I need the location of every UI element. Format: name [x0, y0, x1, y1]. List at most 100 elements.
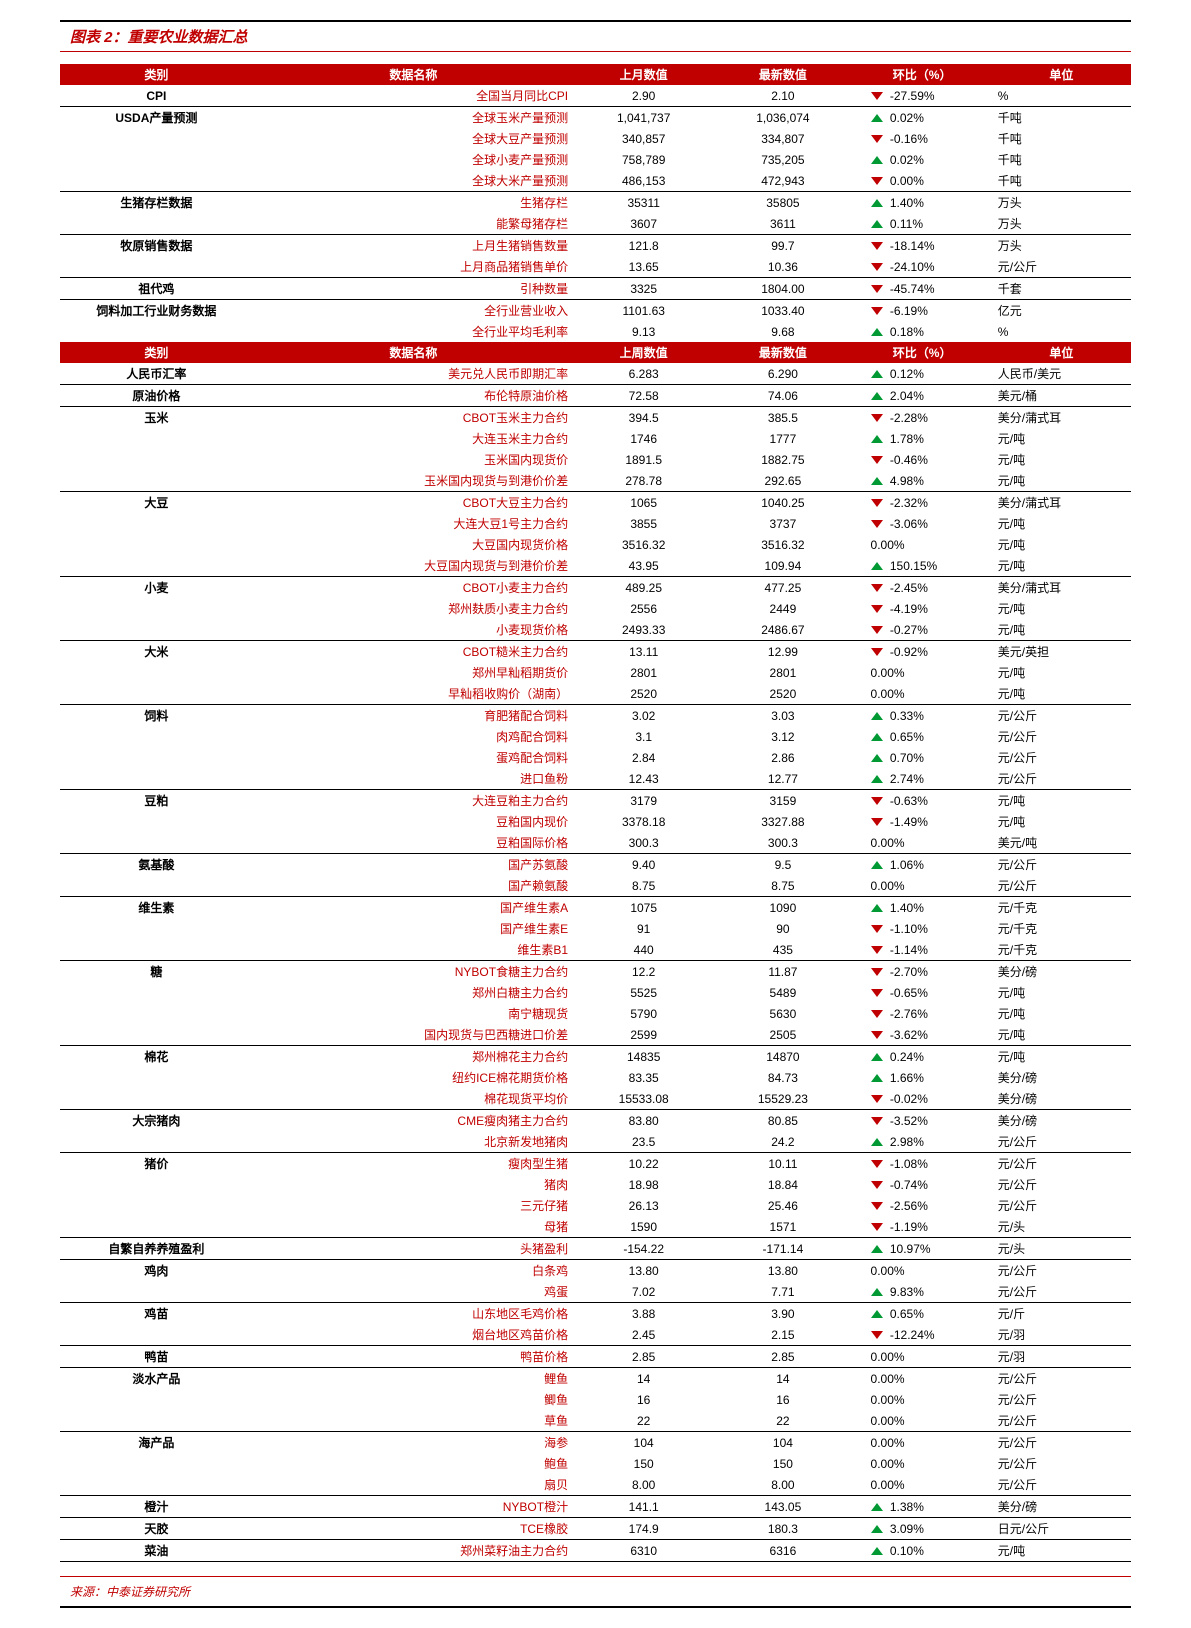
cell-change: -27.59%	[853, 85, 992, 107]
cell-latest: 24.2	[713, 1131, 852, 1153]
cell-name: 玉米国内现货与到港价价差	[253, 470, 574, 492]
cell-change: 1.06%	[853, 854, 992, 876]
table-row: 草鱼2222 0.00%元/公斤	[60, 1410, 1131, 1432]
table-row: 饲料加工行业财务数据全行业营业收入1101.631033.40 -6.19%亿元	[60, 300, 1131, 322]
table-row: 大米CBOT糙米主力合约13.1112.99 -0.92%美元/英担	[60, 641, 1131, 663]
cell-unit: 元/千克	[992, 918, 1131, 939]
table-row: 小麦现货价格2493.332486.67 -0.27%元/吨	[60, 619, 1131, 641]
triangle-up-icon	[871, 1074, 883, 1082]
table-row: 国内现货与巴西糖进口价差25992505 -3.62%元/吨	[60, 1024, 1131, 1046]
cell-name: 全行业营业收入	[253, 300, 574, 322]
table-row: 肉鸡配合饲料3.13.12 0.65%元/公斤	[60, 726, 1131, 747]
cell-name: 育肥猪配合饲料	[253, 705, 574, 727]
cell-name: 上月商品猪销售单价	[253, 256, 574, 278]
cell-name: 全国当月同比CPI	[253, 85, 574, 107]
cell-name: 郑州菜籽油主力合约	[253, 1540, 574, 1562]
cell-change: 0.10%	[853, 1540, 992, 1562]
cell-change: 1.66%	[853, 1067, 992, 1088]
triangle-down-icon	[871, 1223, 883, 1231]
cell-unit: 元/公斤	[992, 875, 1131, 897]
cell-category: 人民币汇率	[60, 363, 253, 385]
cell-latest: 25.46	[713, 1195, 852, 1216]
cell-change: -0.92%	[853, 641, 992, 663]
triangle-down-icon	[871, 968, 883, 976]
triangle-up-icon	[871, 904, 883, 912]
cell-change: 0.33%	[853, 705, 992, 727]
cell-name: 全球大米产量预测	[253, 170, 574, 192]
cell-prev: 2.45	[574, 1324, 713, 1346]
triangle-up-icon	[871, 220, 883, 228]
cell-change: 0.02%	[853, 149, 992, 170]
cell-change: 0.12%	[853, 363, 992, 385]
cell-unit: 元/头	[992, 1216, 1131, 1238]
th-unit: 单位	[992, 64, 1131, 85]
cell-name: 大连豆粕主力合约	[253, 790, 574, 812]
cell-prev: 141.1	[574, 1496, 713, 1518]
table-row: 郑州早籼稻期货价28012801 0.00%元/吨	[60, 662, 1131, 683]
table-row: 自繁自养养殖盈利头猪盈利-154.22-171.14 10.97%元/头	[60, 1238, 1131, 1260]
table-header-weekly: 类别 数据名称 上周数值 最新数值 环比（%） 单位	[60, 342, 1131, 363]
cell-name: 全球小麦产量预测	[253, 149, 574, 170]
triangle-down-icon	[871, 584, 883, 592]
cell-prev: 5525	[574, 982, 713, 1003]
cell-change: -2.76%	[853, 1003, 992, 1024]
cell-name: 全球玉米产量预测	[253, 107, 574, 129]
triangle-up-icon	[871, 1503, 883, 1511]
cell-name: 郑州麸质小麦主力合约	[253, 598, 574, 619]
cell-category: 维生素	[60, 897, 253, 919]
cell-latest: 5489	[713, 982, 852, 1003]
cell-latest: 15529.23	[713, 1088, 852, 1110]
cell-name: CBOT大豆主力合约	[253, 492, 574, 514]
cell-name: 肉鸡配合饲料	[253, 726, 574, 747]
cell-unit: 元/吨	[992, 513, 1131, 534]
table-row: 郑州麸质小麦主力合约25562449 -4.19%元/吨	[60, 598, 1131, 619]
cell-name: 大连玉米主力合约	[253, 428, 574, 449]
cell-latest: 6.290	[713, 363, 852, 385]
cell-unit: 美分/蒲式耳	[992, 407, 1131, 429]
table-row: 豆粕国内现价3378.183327.88 -1.49%元/吨	[60, 811, 1131, 832]
table-row: 棉花现货平均价15533.0815529.23 -0.02%美分/磅	[60, 1088, 1131, 1110]
cell-prev: 278.78	[574, 470, 713, 492]
cell-change: 1.40%	[853, 192, 992, 214]
cell-latest: 2486.67	[713, 619, 852, 641]
cell-latest: 1090	[713, 897, 852, 919]
cell-unit: 元/公斤	[992, 256, 1131, 278]
cell-unit: 美元/桶	[992, 385, 1131, 407]
cell-category	[60, 1324, 253, 1346]
cell-prev: 121.8	[574, 235, 713, 257]
cell-unit: 元/吨	[992, 662, 1131, 683]
cell-prev: 12.43	[574, 768, 713, 790]
cell-unit: 元/吨	[992, 1540, 1131, 1562]
cell-unit: 万头	[992, 213, 1131, 235]
cell-name: 草鱼	[253, 1410, 574, 1432]
cell-latest: 109.94	[713, 555, 852, 577]
cell-unit: 元/吨	[992, 1046, 1131, 1068]
table-row: 饲料育肥猪配合饲料3.023.03 0.33%元/公斤	[60, 705, 1131, 727]
table-row: 猪肉18.9818.84 -0.74%元/公斤	[60, 1174, 1131, 1195]
cell-change: -0.27%	[853, 619, 992, 641]
cell-category: 大豆	[60, 492, 253, 514]
cell-change: 0.00%	[853, 1474, 992, 1496]
cell-unit: 元/吨	[992, 555, 1131, 577]
cell-prev: 3325	[574, 278, 713, 300]
cell-name: 国产维生素A	[253, 897, 574, 919]
table-row: 大豆国内现货价格3516.323516.32 0.00%元/吨	[60, 534, 1131, 555]
cell-name: 引种数量	[253, 278, 574, 300]
cell-category: 生猪存栏数据	[60, 192, 253, 214]
cell-category	[60, 1131, 253, 1153]
cell-latest: 10.36	[713, 256, 852, 278]
triangle-up-icon	[871, 199, 883, 207]
table-row: 上月商品猪销售单价13.6510.36 -24.10%元/公斤	[60, 256, 1131, 278]
table-row: 玉米国内现货与到港价价差278.78292.65 4.98%元/吨	[60, 470, 1131, 492]
triangle-down-icon	[871, 989, 883, 997]
cell-unit: 日元/公斤	[992, 1518, 1131, 1540]
cell-change: -2.32%	[853, 492, 992, 514]
table-row: 能繁母猪存栏36073611 0.11%万头	[60, 213, 1131, 235]
cell-change: 0.65%	[853, 726, 992, 747]
cell-prev: 91	[574, 918, 713, 939]
cell-change: -0.46%	[853, 449, 992, 470]
cell-category	[60, 449, 253, 470]
cell-change: -18.14%	[853, 235, 992, 257]
table-row: 小麦CBOT小麦主力合约489.25477.25 -2.45%美分/蒲式耳	[60, 577, 1131, 599]
cell-latest: 3.90	[713, 1303, 852, 1325]
